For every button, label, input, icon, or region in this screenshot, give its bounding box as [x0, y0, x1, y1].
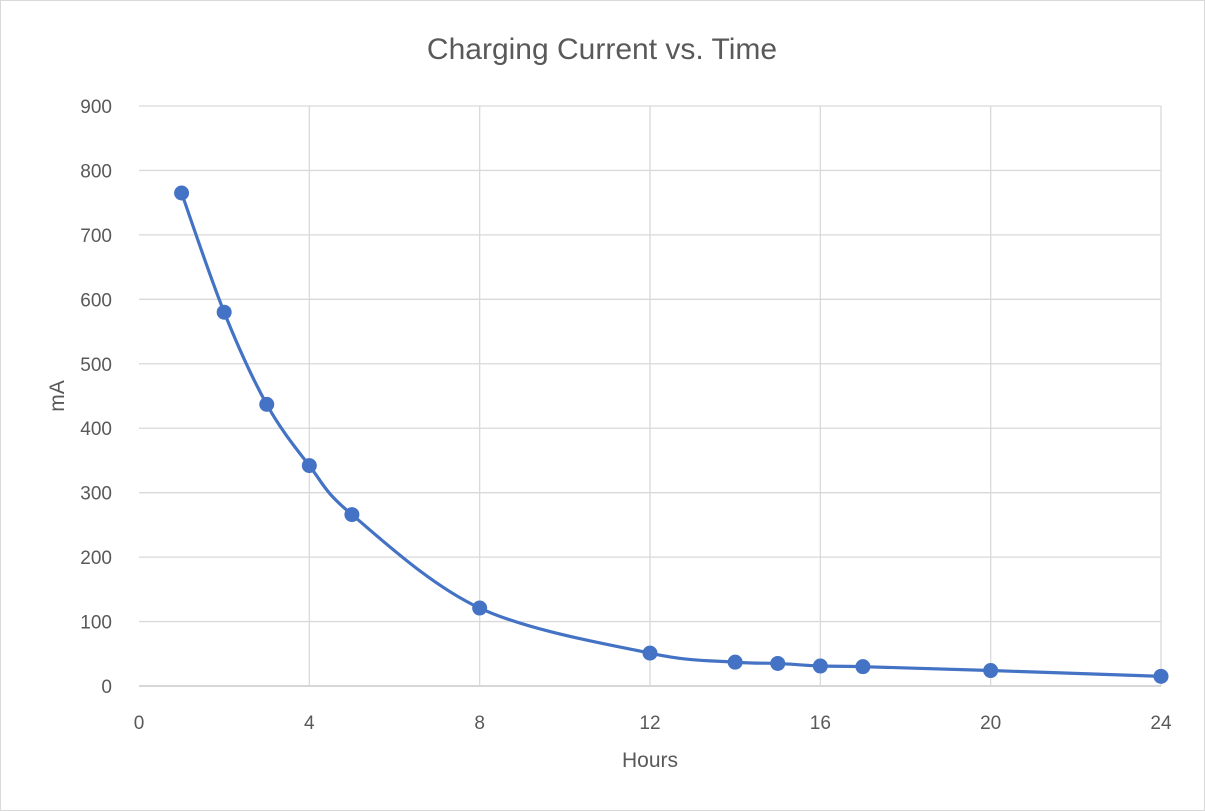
data-point: [812, 658, 828, 674]
y-tick-label: 200: [80, 548, 112, 569]
x-tick-label: 8: [474, 713, 485, 734]
series-group: [174, 185, 1169, 684]
y-tick-label: 700: [80, 226, 112, 247]
x-tick-label: 20: [980, 713, 1001, 734]
data-point: [1153, 668, 1169, 684]
data-point: [727, 654, 743, 670]
data-point: [259, 396, 275, 412]
y-tick-label: 0: [101, 677, 112, 698]
y-tick-label: 400: [80, 419, 112, 440]
series-line: [179, 191, 1163, 678]
x-tick-label: 24: [1150, 713, 1172, 734]
x-tick-label: 12: [639, 713, 660, 734]
data-point: [855, 659, 871, 675]
y-axis-ticks: 0 100 200 300 400 500 600 700 800 900: [80, 97, 112, 698]
chart-title: Charging Current vs. Time: [427, 33, 777, 66]
data-point: [983, 663, 999, 679]
y-tick-label: 900: [80, 97, 112, 118]
x-tick-label: 4: [304, 713, 315, 734]
data-point: [301, 458, 317, 474]
x-tick-label: 0: [134, 713, 145, 734]
x-axis-ticks: 0 4 8 12 16 20 24: [134, 713, 1172, 734]
y-tick-label: 100: [80, 613, 112, 634]
y-tick-label: 500: [80, 355, 112, 376]
data-point: [642, 645, 658, 661]
data-point: [344, 507, 360, 523]
y-axis-label: mA: [46, 380, 69, 412]
x-axis-label: Hours: [622, 749, 678, 772]
data-point: [174, 185, 190, 201]
data-point: [216, 304, 232, 320]
y-tick-label: 300: [80, 484, 112, 505]
data-point: [770, 655, 786, 671]
y-tick-label: 600: [80, 290, 112, 311]
gridlines: [139, 105, 1162, 687]
x-tick-label: 16: [810, 713, 831, 734]
y-tick-label: 800: [80, 161, 112, 182]
data-point: [472, 600, 488, 616]
